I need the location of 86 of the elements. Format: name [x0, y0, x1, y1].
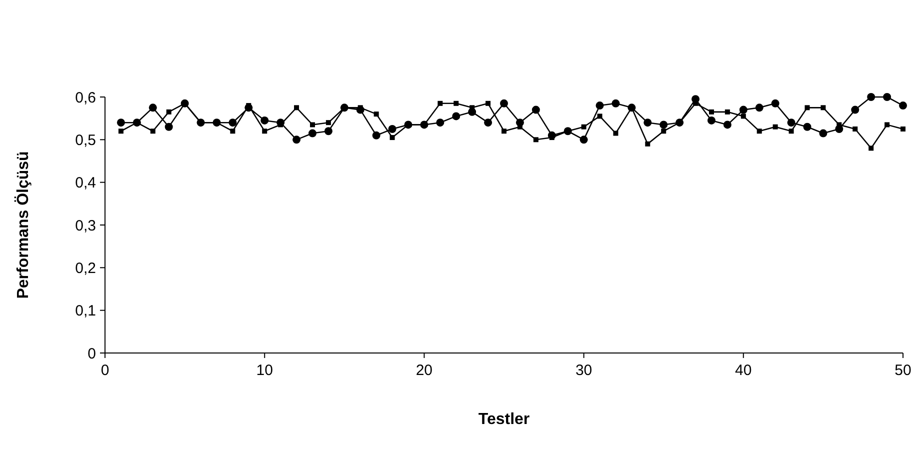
point — [324, 127, 332, 136]
point — [852, 126, 858, 132]
point — [740, 114, 746, 119]
point — [851, 106, 860, 114]
point — [436, 118, 444, 127]
point — [548, 131, 556, 140]
point — [707, 116, 716, 124]
x-tick-label: 30 — [575, 362, 592, 379]
point — [228, 118, 237, 127]
point — [486, 100, 491, 106]
point — [374, 112, 379, 117]
point — [613, 130, 618, 136]
point — [803, 122, 812, 131]
point — [150, 128, 156, 134]
point — [292, 136, 301, 144]
y-tick-label: 0,1 — [75, 302, 96, 320]
point — [692, 95, 700, 104]
y-tick-label: 0,3 — [75, 217, 96, 234]
point — [597, 114, 602, 119]
x-tick-label: 10 — [256, 362, 273, 379]
point — [661, 128, 666, 134]
point — [580, 136, 588, 144]
point — [644, 118, 652, 127]
point — [835, 125, 844, 133]
point — [532, 106, 540, 114]
point — [116, 118, 125, 127]
point — [645, 141, 650, 146]
y-tick-label: 0,4 — [75, 174, 96, 192]
point — [819, 129, 828, 138]
point — [454, 100, 459, 106]
point — [262, 128, 268, 134]
y-tick-label: 0,5 — [75, 132, 96, 149]
x-axis-title: Testler — [478, 411, 530, 428]
point — [772, 124, 778, 130]
point — [148, 104, 157, 112]
point — [533, 137, 538, 142]
x-tick-label: 20 — [416, 362, 433, 379]
point — [326, 120, 331, 126]
x-tick-label: 40 — [735, 362, 752, 379]
point — [516, 118, 524, 127]
point — [724, 109, 730, 114]
point — [804, 105, 810, 110]
point — [230, 128, 236, 134]
point — [310, 122, 315, 128]
point — [581, 124, 586, 130]
x-tick-label: 0 — [100, 362, 110, 379]
point — [868, 146, 874, 151]
point — [452, 112, 460, 120]
point — [787, 118, 796, 127]
point — [755, 104, 764, 112]
point — [756, 128, 762, 134]
point — [883, 93, 892, 101]
point — [308, 129, 316, 138]
point — [244, 104, 253, 112]
point — [484, 118, 492, 127]
point — [788, 128, 794, 134]
point — [708, 109, 714, 114]
y-tick-label: 0,2 — [75, 260, 96, 277]
point — [390, 135, 395, 140]
point — [468, 108, 476, 116]
point — [372, 131, 380, 140]
y-axis-title: Performans Ölçüsü — [14, 151, 32, 299]
point — [660, 120, 668, 129]
point — [612, 99, 620, 108]
point — [884, 122, 890, 128]
point — [502, 128, 506, 134]
point — [438, 100, 443, 106]
point — [739, 106, 748, 114]
point — [820, 105, 826, 110]
point — [164, 122, 173, 131]
point — [596, 102, 604, 110]
point — [388, 125, 396, 133]
point — [118, 128, 124, 134]
point — [899, 102, 907, 110]
point — [771, 99, 780, 108]
point — [294, 105, 300, 110]
point — [867, 93, 876, 101]
point — [166, 109, 172, 114]
point — [500, 99, 508, 108]
point — [900, 126, 906, 132]
point — [723, 120, 732, 129]
y-tick-label: 0,6 — [75, 89, 96, 106]
point — [356, 106, 364, 114]
x-tick-label: 50 — [894, 362, 912, 379]
y-tick-label: 0 — [88, 345, 96, 362]
point — [260, 116, 269, 124]
